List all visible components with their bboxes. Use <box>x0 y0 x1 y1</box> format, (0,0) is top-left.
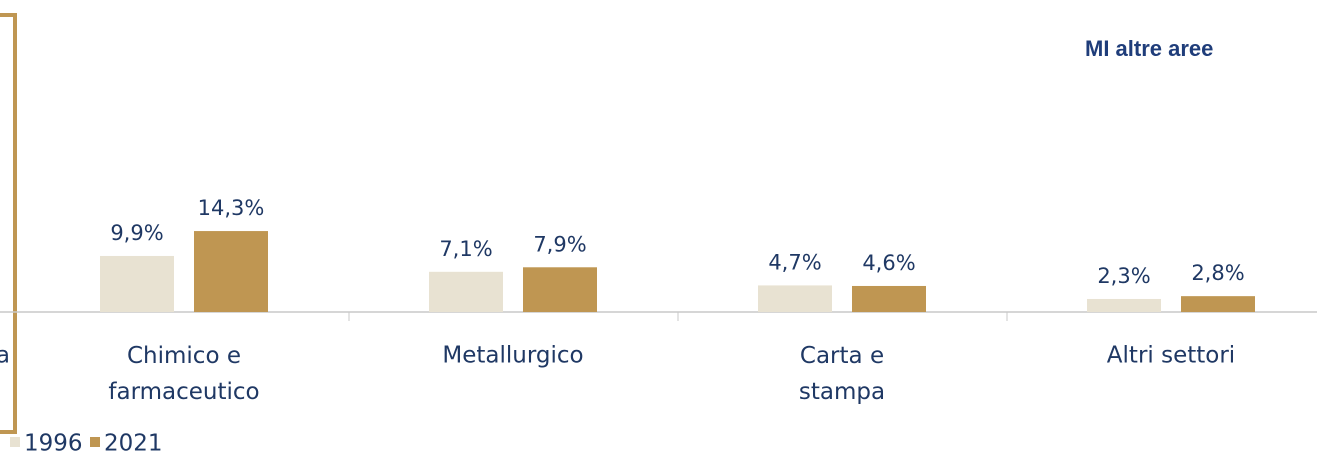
legend-label: 2021 <box>104 431 163 457</box>
chart-title: MI altre aree <box>1085 36 1213 61</box>
legend-label: 1996 <box>24 431 83 457</box>
value-label: 7,1% <box>439 237 492 261</box>
value-label: 14,3% <box>198 196 265 220</box>
value-label: 4,7% <box>768 250 821 274</box>
bar <box>194 231 268 312</box>
legend-swatch <box>10 437 20 447</box>
value-label: 2,3% <box>1097 264 1150 288</box>
bar <box>1181 296 1255 312</box>
bracket <box>0 13 17 434</box>
bar <box>100 255 174 312</box>
value-label: 7,9% <box>533 232 586 256</box>
x-tick-label: a <box>0 343 10 369</box>
legend-swatch <box>90 437 100 447</box>
value-label: 9,9% <box>110 221 163 245</box>
x-tick-label: Carta e stampa <box>799 343 885 405</box>
x-tick-label: Chimico e farmaceutico <box>108 343 259 405</box>
bar <box>429 271 503 312</box>
bar <box>852 285 926 312</box>
value-label: 4,6% <box>862 251 915 275</box>
bar <box>1087 298 1161 312</box>
bar <box>758 285 832 312</box>
value-label: 2,8% <box>1191 261 1244 285</box>
x-tick-label: Altri settori <box>1107 343 1235 369</box>
bar <box>523 267 597 312</box>
x-tick-label: Metallurgico <box>442 343 583 369</box>
